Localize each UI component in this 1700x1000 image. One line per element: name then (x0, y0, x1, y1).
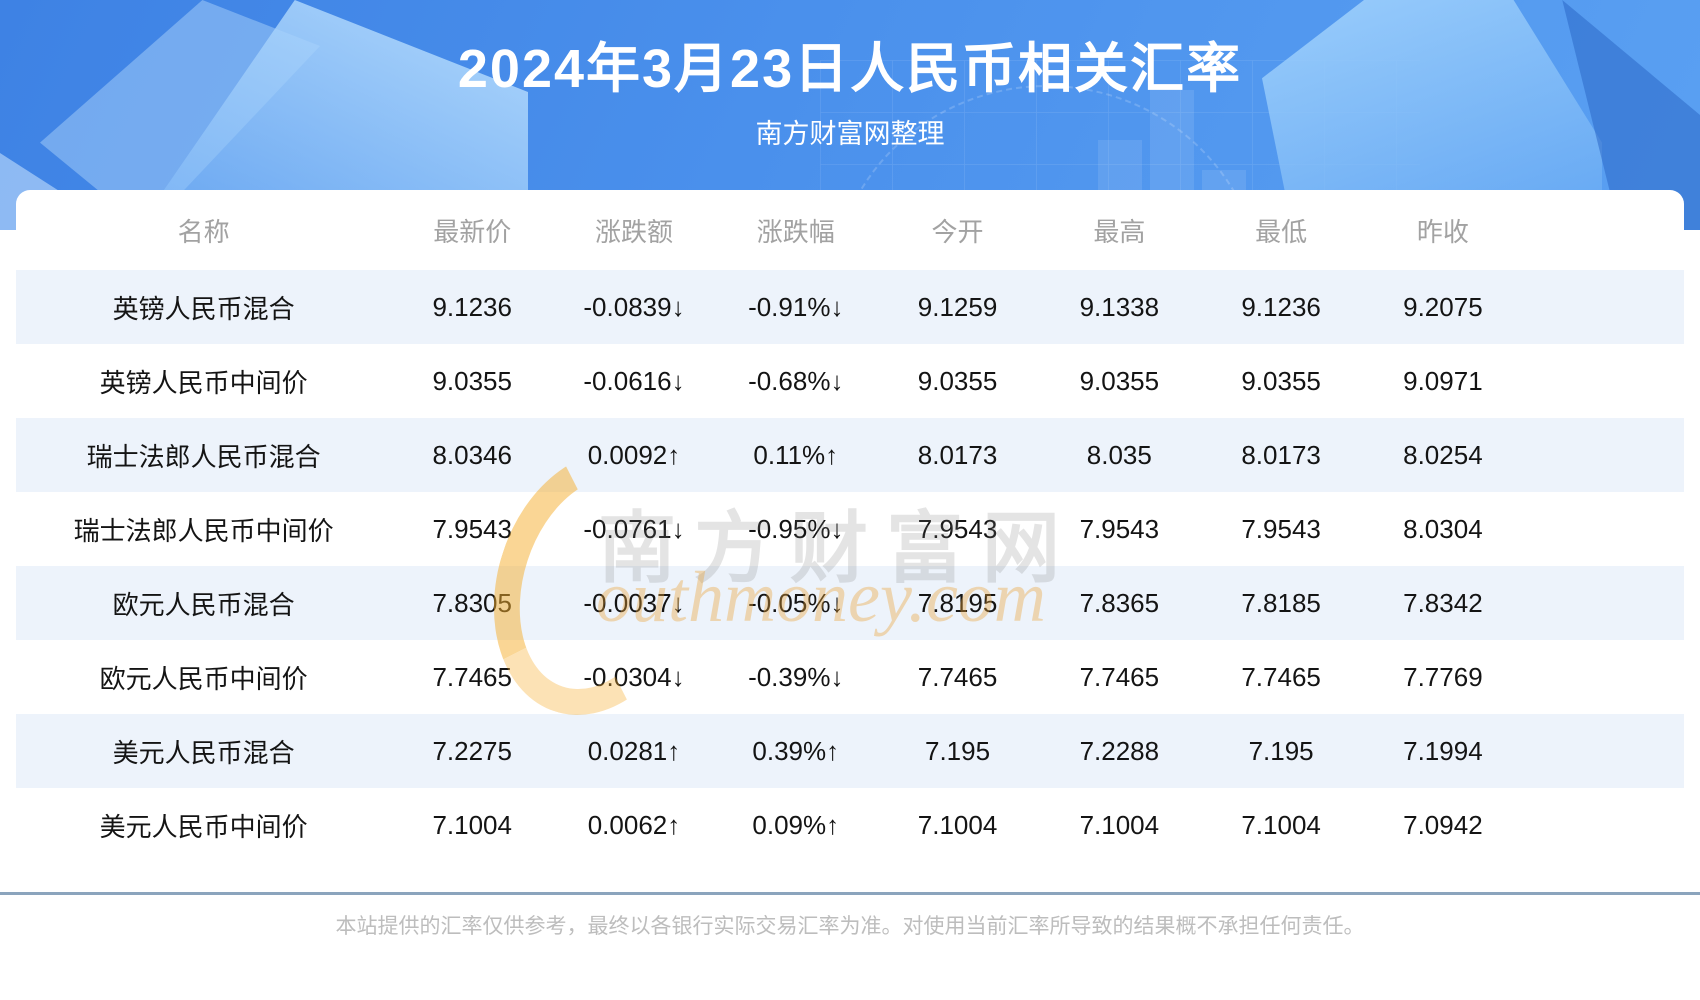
cell-latest: 8.0346 (432, 439, 512, 470)
cell-prev-close: 9.0971 (1403, 365, 1483, 396)
cell-latest: 9.1236 (432, 291, 512, 322)
cell-change-pct: 0.39%↑ (752, 735, 840, 766)
cell-high: 8.035 (1086, 439, 1152, 470)
column-header-6: 最低 (1255, 216, 1308, 247)
cell-change: -0.0304↓ (583, 661, 685, 692)
cell-name: 美元人民币中间价 (99, 811, 308, 842)
cell-change: -0.0616↓ (583, 365, 685, 396)
cell-prev-close: 8.0304 (1403, 513, 1483, 544)
cell-low: 8.0173 (1241, 439, 1321, 470)
cell-open: 8.0173 (917, 439, 998, 470)
table-header-row: 名称 最新价 涨跌额 涨跌幅 今开 最高 最低 昨收 (16, 190, 1684, 270)
cell-change-pct: -0.91%↓ (748, 291, 844, 322)
cell-open: 7.9543 (917, 513, 998, 544)
cell-open: 7.1004 (917, 809, 998, 840)
cell-filler (1524, 714, 1684, 788)
table-row: 美元人民币混合 7.2275 0.0281↑ 0.39%↑ 7.195 7.2288 7.1… (16, 714, 1684, 788)
column-header-5: 最高 (1093, 216, 1146, 247)
cell-high: 7.9543 (1079, 513, 1160, 544)
cell-prev-close: 7.1994 (1403, 735, 1483, 766)
column-header-filler (1524, 190, 1684, 270)
exchange-rate-table: 名称 最新价 涨跌额 涨跌幅 今开 最高 最低 昨收 英镑人民币混合 9.1236 -0.0839… (16, 190, 1684, 862)
column-header-7: 昨收 (1416, 216, 1469, 247)
cell-change-pct: -0.39%↓ (748, 661, 844, 692)
cell-change: -0.0037↓ (583, 587, 685, 618)
cell-high: 7.2288 (1079, 735, 1160, 766)
table-row: 美元人民币中间价 7.1004 0.0062↑ 0.09%↑ 7.1004 7.1004 7… (16, 788, 1684, 862)
cell-prev-close: 7.0942 (1403, 809, 1483, 840)
table-row: 欧元人民币混合 7.8305 -0.0037↓ -0.05%↓ 7.8195 7.8365… (16, 566, 1684, 640)
cell-filler (1524, 492, 1684, 566)
cell-high: 9.0355 (1079, 365, 1160, 396)
disclaimer-text: 本站提供的汇率仅供参考，最终以各银行实际交易汇率为准。对使用当前汇率所导致的结果… (335, 915, 1365, 938)
cell-open: 7.195 (925, 735, 991, 766)
cell-filler (1524, 788, 1684, 862)
cell-high: 7.8365 (1079, 587, 1160, 618)
table-row: 英镑人民币混合 9.1236 -0.0839↓ -0.91%↓ 9.1259 9.1338… (16, 270, 1684, 344)
cell-filler (1524, 566, 1684, 640)
cell-change: 0.0062↑ (587, 809, 681, 840)
cell-low: 7.7465 (1241, 661, 1321, 692)
cell-name: 英镑人民币混合 (112, 293, 295, 324)
cell-filler (1524, 270, 1684, 344)
cell-prev-close: 7.8342 (1403, 587, 1483, 618)
cell-name: 瑞士法郎人民币中间价 (73, 515, 334, 546)
cell-open: 7.8195 (917, 587, 998, 618)
cell-change-pct: 0.11%↑ (753, 439, 839, 470)
cell-name: 英镑人民币中间价 (99, 367, 308, 398)
cell-latest: 7.7465 (432, 661, 512, 692)
column-header-3: 涨跌幅 (756, 216, 835, 247)
cell-change-pct: -0.68%↓ (748, 365, 844, 396)
cell-open: 9.1259 (917, 291, 998, 322)
cell-prev-close: 9.2075 (1403, 291, 1483, 322)
cell-prev-close: 8.0254 (1403, 439, 1483, 470)
cell-change: -0.0839↓ (583, 291, 685, 322)
column-header-4: 今开 (931, 216, 984, 247)
cell-latest: 7.1004 (432, 809, 512, 840)
cell-low: 9.1236 (1241, 291, 1321, 322)
cell-change: 0.0092↑ (587, 439, 681, 470)
cell-change: -0.0761↓ (583, 513, 685, 544)
cell-name: 欧元人民币中间价 (99, 663, 308, 694)
cell-open: 9.0355 (917, 365, 998, 396)
cell-high: 9.1338 (1079, 291, 1160, 322)
table-row: 瑞士法郎人民币混合 8.0346 0.0092↑ 0.11%↑ 8.0173 8.035 8… (16, 418, 1684, 492)
footer-divider (0, 892, 1700, 895)
table-row: 英镑人民币中间价 9.0355 -0.0616↓ -0.68%↓ 9.0355 9.035… (16, 344, 1684, 418)
cell-name: 美元人民币混合 (112, 737, 295, 768)
cell-latest: 7.8305 (432, 587, 512, 618)
cell-open: 7.7465 (917, 661, 998, 692)
cell-low: 7.195 (1248, 735, 1314, 766)
column-header-1: 最新价 (433, 216, 512, 247)
cell-change: 0.0281↑ (587, 735, 681, 766)
cell-filler (1524, 418, 1684, 492)
table-row: 欧元人民币中间价 7.7465 -0.0304↓ -0.39%↓ 7.7465 7.746… (16, 640, 1684, 714)
cell-change-pct: 0.09%↑ (752, 809, 840, 840)
cell-latest: 9.0355 (432, 365, 512, 396)
table-body: 英镑人民币混合 9.1236 -0.0839↓ -0.91%↓ 9.1259 9.1338… (16, 270, 1684, 862)
cell-high: 7.7465 (1079, 661, 1160, 692)
cell-low: 7.9543 (1241, 513, 1321, 544)
cell-low: 7.1004 (1241, 809, 1321, 840)
rates-card: 名称 最新价 涨跌额 涨跌幅 今开 最高 最低 昨收 英镑人民币混合 9.1236 -0.0839… (16, 190, 1684, 962)
cell-change-pct: -0.95%↓ (748, 513, 844, 544)
cell-high: 7.1004 (1079, 809, 1160, 840)
cell-name: 欧元人民币混合 (112, 589, 295, 620)
cell-name: 瑞士法郎人民币混合 (86, 441, 321, 472)
cell-change-pct: -0.05%↓ (748, 587, 844, 618)
page-subtitle: 南方财富网整理 (755, 119, 945, 149)
cell-latest: 7.9543 (432, 513, 512, 544)
page-title: 2024年3月23日人民币相关汇率 (457, 39, 1243, 99)
table-row: 瑞士法郎人民币中间价 7.9543 -0.0761↓ -0.95%↓ 7.9543 7.9… (16, 492, 1684, 566)
column-header-2: 涨跌额 (594, 216, 673, 247)
cell-filler (1524, 344, 1684, 418)
cell-low: 9.0355 (1241, 365, 1321, 396)
cell-prev-close: 7.7769 (1403, 661, 1483, 692)
cell-filler (1524, 640, 1684, 714)
column-header-0: 名称 (177, 216, 230, 247)
cell-latest: 7.2275 (432, 735, 512, 766)
cell-low: 7.8185 (1241, 587, 1321, 618)
